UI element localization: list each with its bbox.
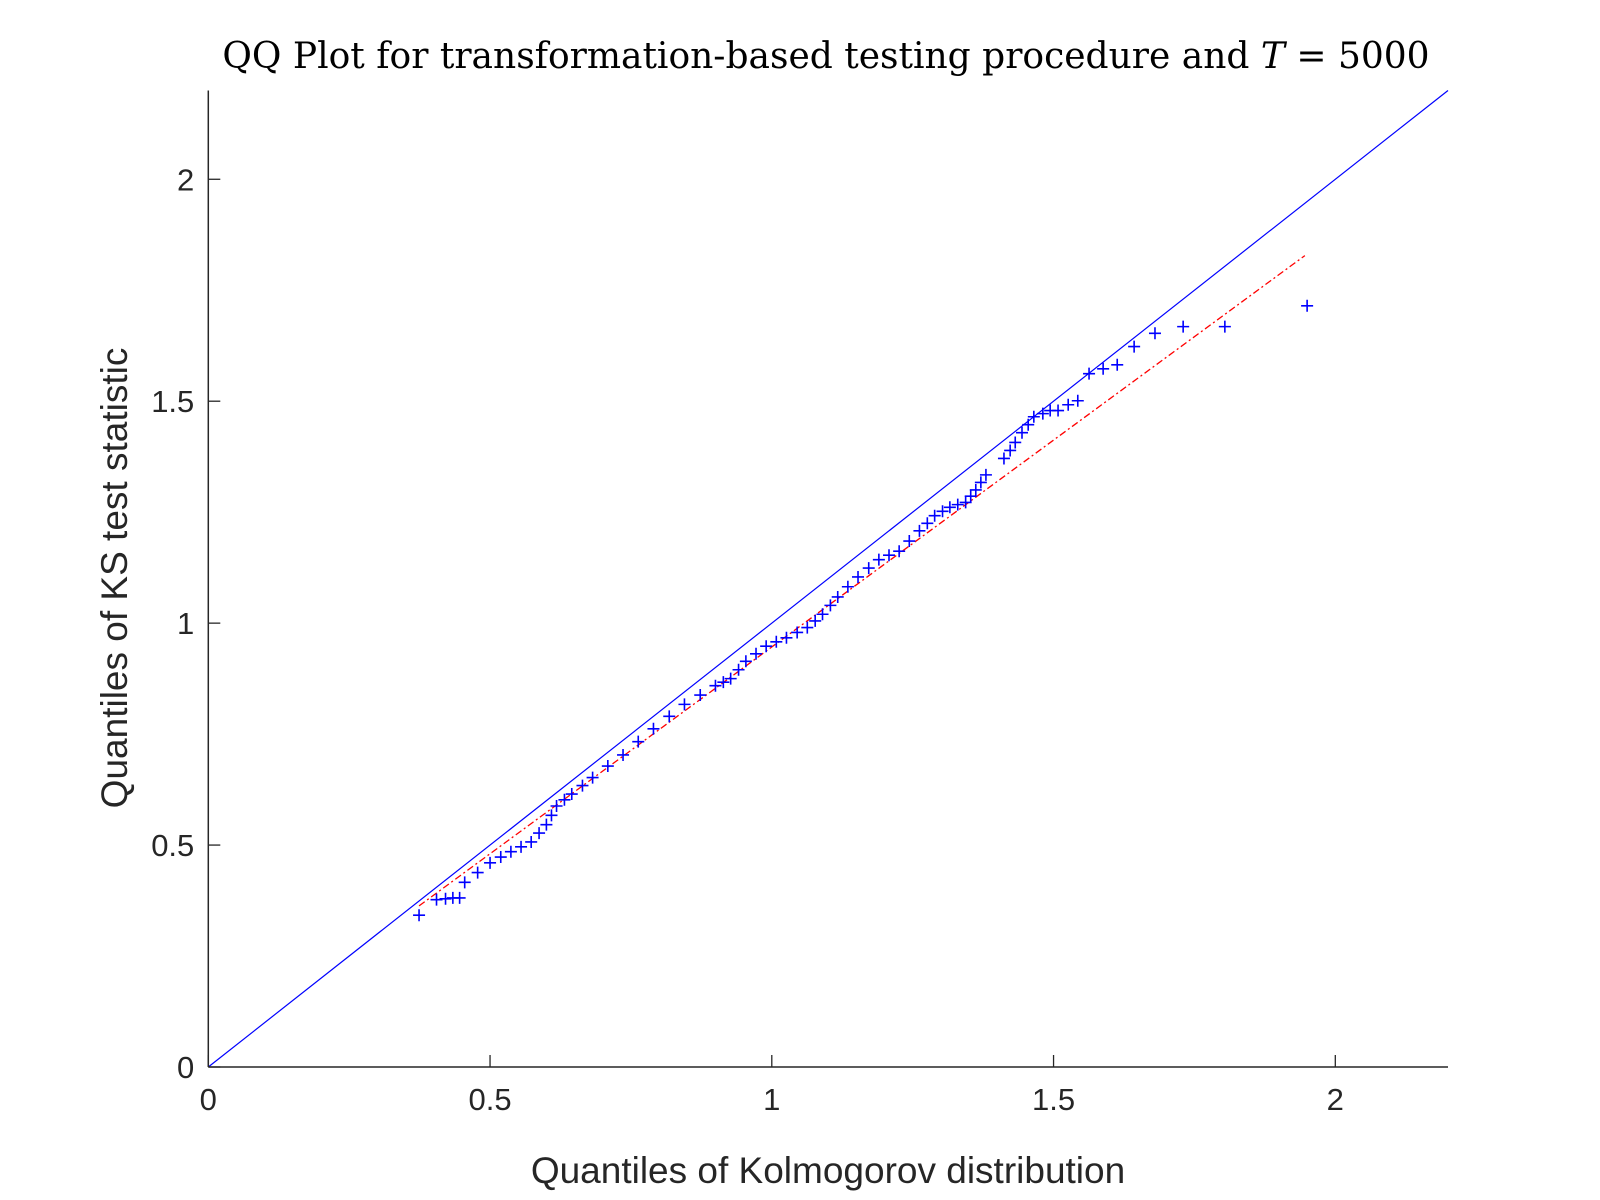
data-point [943,501,956,514]
data-point [1009,436,1022,449]
data-point [694,689,707,702]
data-point [969,483,982,496]
data-point [913,524,926,537]
y-tick-label: 1.5 [151,384,194,419]
data-point [862,562,875,575]
data-point [959,496,972,509]
data-point [430,893,443,906]
data-point [525,835,538,848]
axes: 0 0.5 1 1.5 2 0 0.5 1 1.5 2 [151,90,1448,1117]
fit-line [418,255,1306,907]
y-tick-label: 1 [177,606,194,641]
data-point [717,676,730,689]
data-point [540,818,553,831]
data-point [515,840,528,853]
data-point [936,505,949,518]
data-point [1177,320,1190,333]
data-point [565,788,578,801]
data-point [883,549,896,562]
x-tick-label: 1 [763,1082,780,1117]
data-point [709,679,722,692]
data-point [545,809,558,822]
data-point [997,452,1010,465]
data-point [816,608,829,621]
data-point [852,570,865,583]
data-point [1052,404,1065,417]
data-point [1027,410,1040,423]
data-point [951,498,964,511]
title-equation: = 5000 [1285,36,1430,77]
data-point [1218,320,1231,333]
data-point [558,793,571,806]
chart-title: QQ Plot for transformation-based testing… [222,36,1429,77]
data-point [617,748,630,761]
data-point [1083,367,1096,380]
data-point [780,631,793,644]
data-point [974,476,987,489]
data-point [903,535,916,548]
data-point [739,655,752,668]
data-point [928,509,941,522]
data-point [831,590,844,603]
y-tick-label: 2 [177,162,194,197]
data-point [1036,407,1049,420]
data-point [1071,394,1084,407]
x-axis-label: Quantiles of Kolmogorov distribution [531,1150,1125,1191]
y-tick-label: 0 [177,1050,194,1085]
data-point [494,851,507,864]
data-point [872,553,885,566]
data-point [484,856,497,869]
y-axis-label: Quantiles of KS test statistic [94,348,135,809]
data-point [504,845,517,858]
data-point [576,779,589,792]
y-tick-label: 0.5 [151,828,194,863]
x-tick-label: 0.5 [468,1082,511,1117]
data-point [678,698,691,711]
data-point [841,580,854,593]
plot-area [207,90,1449,1068]
data-point [770,635,783,648]
data-point [1301,299,1314,312]
x-tick-label: 0 [200,1082,217,1117]
data-point [1128,340,1141,353]
data-point [893,545,906,558]
data-point [809,614,822,627]
data-point [663,710,676,723]
data-point [760,640,773,653]
data-point [1015,426,1028,439]
data-point [979,468,992,481]
data-point [791,626,804,639]
data-point [632,735,645,748]
x-tick-label: 1.5 [1032,1082,1075,1117]
data-point [413,909,426,922]
reference-line [207,90,1449,1068]
x-tick-label: 2 [1327,1082,1344,1117]
data-point [453,891,466,904]
data-point [1062,398,1075,411]
data-point [1022,418,1035,431]
data-point [724,672,737,685]
data-point [1004,444,1017,457]
data-point [586,771,599,784]
data-point [1097,362,1110,375]
data-point [458,876,471,889]
data-point [533,827,546,840]
data-point [1111,358,1124,371]
data-point [601,760,614,773]
data-point [647,722,660,735]
data-point [732,663,745,676]
title-variable: T [1261,36,1288,77]
data-point [964,490,977,503]
data-point [1148,327,1161,340]
data-point [439,892,452,905]
data-point [750,647,763,660]
data-point [801,621,814,634]
data-series [413,299,1314,922]
data-point [824,599,837,612]
data-point [471,866,484,879]
data-point [550,800,563,813]
data-point [921,517,934,530]
